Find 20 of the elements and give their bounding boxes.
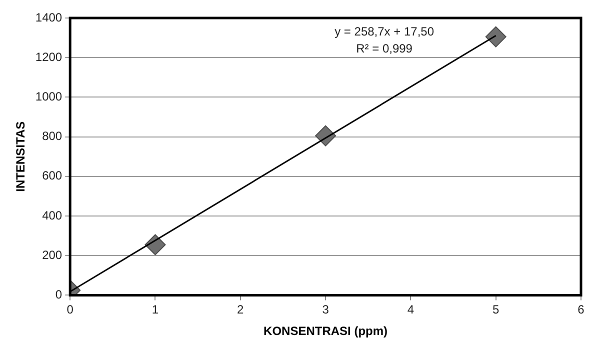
- point: [485, 26, 506, 48]
- x-tick-label: 2: [237, 302, 244, 317]
- annotation: y = 258,7x + 17,50: [334, 24, 434, 38]
- x-tick-label: 5: [492, 302, 500, 317]
- x-tick-label: 3: [322, 302, 330, 317]
- y-axis-title: INTENSITAS: [14, 121, 28, 192]
- y-tick-label: 200: [42, 248, 62, 262]
- x-tick-label: 6: [578, 302, 585, 317]
- y-tick-label: 1400: [35, 10, 62, 24]
- y-tick-label: 1200: [35, 50, 62, 64]
- x-tick-label: 0: [66, 302, 74, 317]
- y-tick-label: 400: [42, 208, 62, 222]
- x-tick-label: 4: [407, 302, 414, 317]
- y-tick-label: 800: [42, 129, 62, 144]
- y-tick-label: 600: [42, 168, 62, 183]
- annotation: R² = 0,999: [356, 41, 413, 56]
- x-axis-title: KONSENTRASI (ppm): [264, 324, 388, 338]
- y-tick-label: 1000: [35, 90, 62, 104]
- y-tick-label: 0: [55, 288, 62, 302]
- x-tick-label: 1: [152, 302, 159, 317]
